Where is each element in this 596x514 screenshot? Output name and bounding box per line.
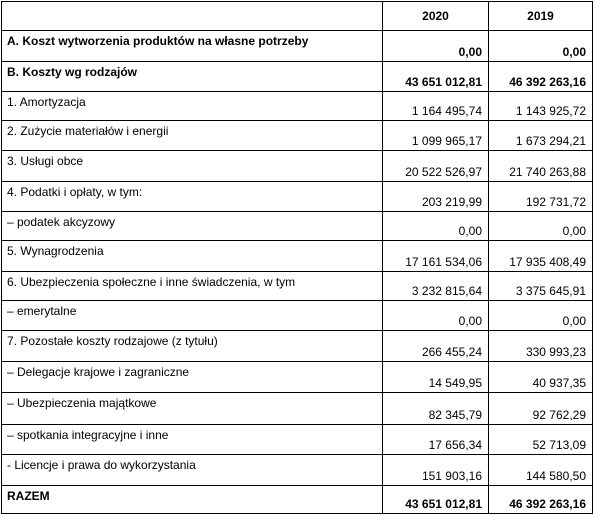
row-label: 2. Zużycie materiałów i energii — [1, 120, 383, 151]
row-label: A. Koszt wytworzenia produktów na własne… — [1, 30, 383, 62]
table-row: - Licencje i prawa do wykorzystania 151 … — [1, 454, 593, 486]
total-value-2020: 43 651 012,81 — [382, 485, 489, 514]
value-2019: 330 993,23 — [488, 330, 593, 362]
value-2020: 14 549,95 — [382, 361, 489, 393]
value-2020: 17 161 534,06 — [382, 240, 489, 272]
value-2019: 1 143 925,72 — [488, 91, 593, 121]
value-2020: 82 345,79 — [382, 392, 489, 425]
row-label: – Ubezpieczenia majątkowe — [1, 392, 383, 425]
value-2020: 3 232 815,64 — [382, 271, 489, 301]
value-2020: 266 455,24 — [382, 330, 489, 362]
value-2020: 0,00 — [382, 30, 489, 62]
value-2019: 1 673 294,21 — [488, 120, 593, 151]
table-row: – podatek akcyzowy 0,00 0,00 — [1, 211, 593, 241]
row-label: – emerytalne — [1, 300, 383, 331]
row-label: – podatek akcyzowy — [1, 211, 383, 241]
value-2019: 40 937,35 — [488, 361, 593, 393]
row-label: 7. Pozostałe koszty rodzajowe (z tytułu) — [1, 330, 383, 362]
header-row: 2020 2019 — [1, 1, 593, 31]
value-2019: 46 392 263,16 — [488, 61, 593, 92]
value-2019: 144 580,50 — [488, 454, 593, 486]
value-2020: 17 656,34 — [382, 424, 489, 455]
value-2019: 92 762,29 — [488, 392, 593, 425]
value-2019: 3 375 645,91 — [488, 271, 593, 301]
row-label: 6. Ubezpieczenia społeczne i inne świadc… — [1, 271, 383, 301]
value-2019: 0,00 — [488, 30, 593, 62]
value-2020: 0,00 — [382, 211, 489, 241]
table-row: – Ubezpieczenia majątkowe 82 345,79 92 7… — [1, 392, 593, 425]
total-value-2019: 46 392 263,16 — [488, 485, 593, 514]
table-row: 4. Podatki i opłaty, w tym: 203 219,99 1… — [1, 181, 593, 212]
value-2019: 21 740 263,88 — [488, 150, 593, 182]
table-row: B. Koszty wg rodzajów 43 651 012,81 46 3… — [1, 61, 593, 92]
value-2020: 1 099 965,17 — [382, 120, 489, 151]
row-label: 4. Podatki i opłaty, w tym: — [1, 181, 383, 212]
row-label: – spotkania integracyjne i inne — [1, 424, 383, 455]
table-row: 5. Wynagrodzenia 17 161 534,06 17 935 40… — [1, 240, 593, 272]
row-label: 1. Amortyzacja — [1, 91, 383, 121]
header-cell-label — [1, 1, 383, 31]
table-row: – spotkania integracyjne i inne 17 656,3… — [1, 424, 593, 455]
table-row: 6. Ubezpieczenia społeczne i inne świadc… — [1, 271, 593, 301]
total-label: RAZEM — [1, 485, 383, 514]
table-row: 3. Usługi obce 20 522 526,97 21 740 263,… — [1, 150, 593, 182]
value-2019: 192 731,72 — [488, 181, 593, 212]
value-2020: 151 903,16 — [382, 454, 489, 486]
header-cell-2019: 2019 — [488, 1, 593, 31]
table-row: 1. Amortyzacja 1 164 495,74 1 143 925,72 — [1, 91, 593, 121]
row-label: – Delegacje krajowe i zagraniczne — [1, 361, 383, 393]
table-row: 7. Pozostałe koszty rodzajowe (z tytułu)… — [1, 330, 593, 362]
value-2020: 43 651 012,81 — [382, 61, 489, 92]
value-2019: 0,00 — [488, 300, 593, 331]
total-row: RAZEM 43 651 012,81 46 392 263,16 — [1, 485, 593, 514]
table-row: 2. Zużycie materiałów i energii 1 099 96… — [1, 120, 593, 151]
value-2020: 1 164 495,74 — [382, 91, 489, 121]
value-2019: 52 713,09 — [488, 424, 593, 455]
value-2019: 0,00 — [488, 211, 593, 241]
value-2020: 0,00 — [382, 300, 489, 331]
table-row: – Delegacje krajowe i zagraniczne 14 549… — [1, 361, 593, 393]
table-row: – emerytalne 0,00 0,00 — [1, 300, 593, 331]
header-cell-2020: 2020 — [382, 1, 489, 31]
row-label: - Licencje i prawa do wykorzystania — [1, 454, 383, 486]
value-2019: 17 935 408,49 — [488, 240, 593, 272]
value-2020: 203 219,99 — [382, 181, 489, 212]
table-row: A. Koszt wytworzenia produktów na własne… — [1, 30, 593, 62]
row-label: 3. Usługi obce — [1, 150, 383, 182]
value-2020: 20 522 526,97 — [382, 150, 489, 182]
row-label: B. Koszty wg rodzajów — [1, 61, 383, 92]
row-label: 5. Wynagrodzenia — [1, 240, 383, 272]
